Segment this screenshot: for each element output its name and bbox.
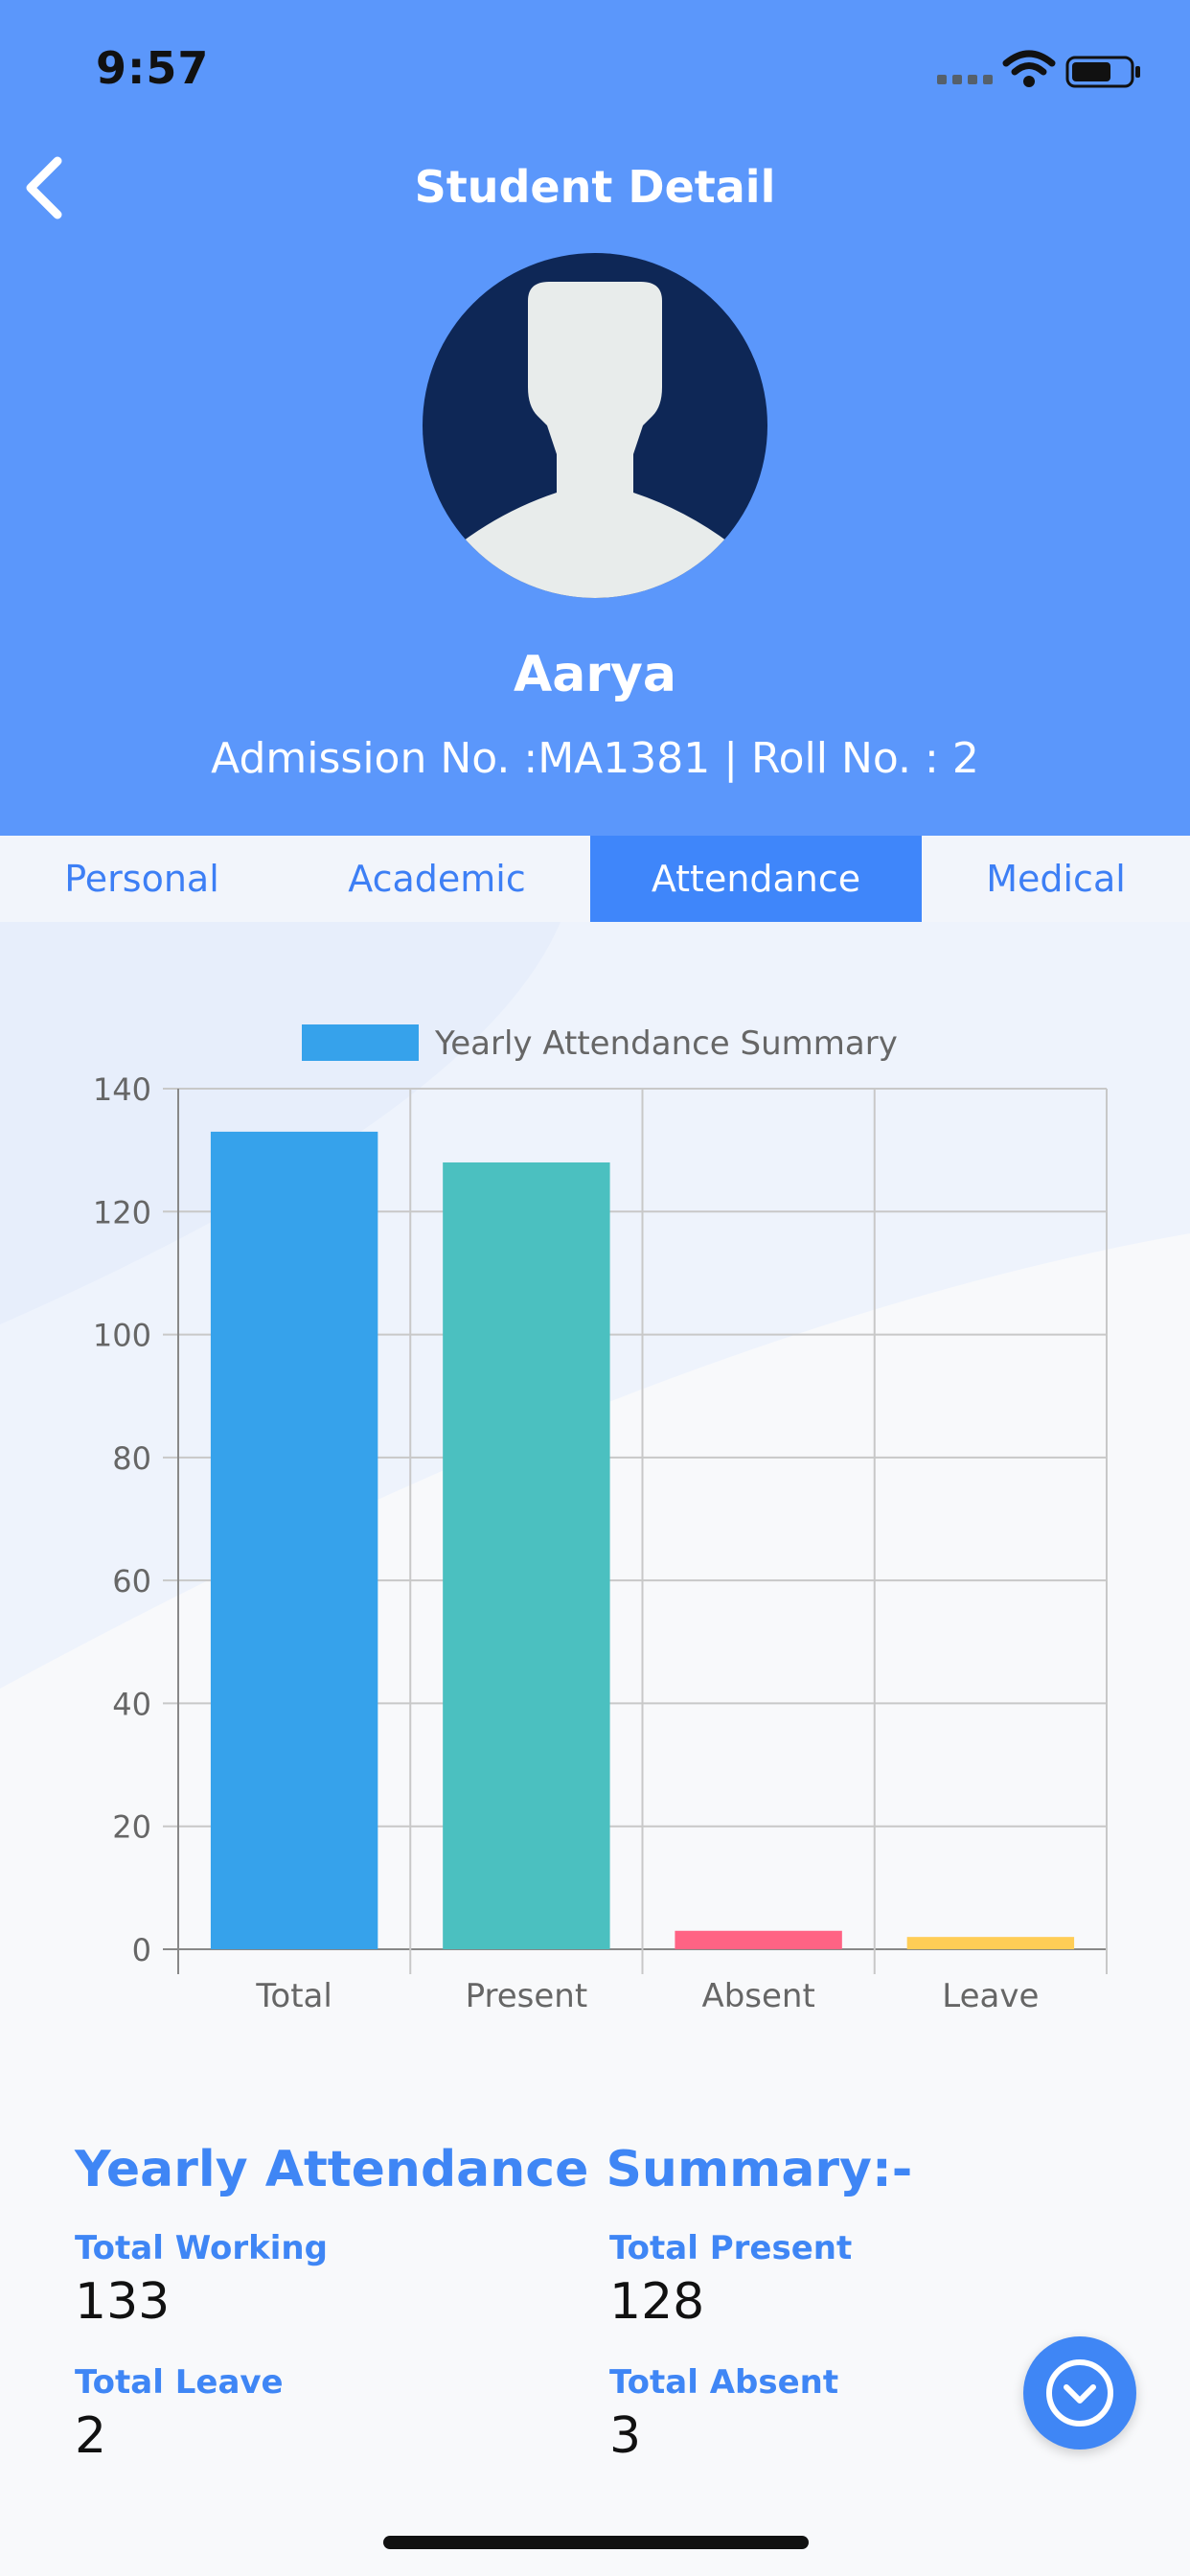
y-tick-label: 100 [93,1318,151,1354]
attendance-content: 0 20 40 60 80 100 120 140 Total Present Absent Leav… [0,922,1190,2576]
avatar [423,253,767,598]
y-tick-label: 120 [93,1194,151,1230]
y-tick-label: 20 [112,1809,151,1846]
status-time: 9:57 [96,42,210,94]
total-leave-value: 2 [75,2407,107,2465]
total-absent-value: 3 [609,2407,642,2465]
bar-total [210,1131,378,1949]
x-tick-label: Absent [701,1977,814,2015]
page-title: Student Detail [414,161,776,213]
bar-leave [906,1937,1075,1949]
total-working-value: 133 [75,2273,171,2331]
x-tick-label: Total [255,1977,332,2015]
total-present-label: Total Present [609,2229,853,2267]
status-bar: 9:57 [0,0,1190,144]
tab-personal[interactable]: Personal [64,858,219,900]
tab-attendance[interactable]: Attendance [590,836,922,922]
back-chevron-icon[interactable] [15,153,73,222]
x-tick-label: Leave [942,1977,1039,2015]
y-tick-label: 60 [112,1563,151,1599]
wifi-icon [1002,50,1056,87]
bar-present [443,1162,610,1949]
profile-header: 9:57 Student Detail Aarya Admission No. … [0,0,1190,836]
signal-icon [937,75,995,84]
total-leave-label: Total Leave [75,2363,284,2402]
total-present-value: 128 [609,2273,705,2331]
attendance-bar-chart: 0 20 40 60 80 100 120 140 Total Present Absent Leav… [93,1024,1108,2015]
x-tick-label: Present [466,1977,588,2015]
y-tick-label: 0 [132,1932,151,1968]
y-tick-label: 80 [112,1440,151,1477]
total-working-label: Total Working [75,2229,328,2267]
detail-tabs: Personal Academic Attendance Medical [0,836,1190,922]
tab-medical[interactable]: Medical [986,858,1126,900]
student-name: Aarya [514,646,676,703]
y-tick-label: 40 [112,1686,151,1722]
battery-icon [1065,56,1140,88]
chevron-down-circle-icon [1046,2359,1113,2426]
legend-swatch [302,1024,419,1061]
home-indicator [383,2536,809,2549]
legend-label: Yearly Attendance Summary [434,1024,898,1063]
bar-absent [675,1930,842,1949]
admission-roll-info: Admission No. :MA1381 | Roll No. : 2 [211,734,979,783]
summary-title: Yearly Attendance Summary:- [75,2141,913,2198]
tab-academic[interactable]: Academic [348,858,526,900]
user-silhouette-icon [451,282,739,598]
scroll-down-button[interactable] [1023,2336,1136,2450]
y-tick-label: 140 [93,1071,151,1108]
total-absent-label: Total Absent [609,2363,839,2402]
